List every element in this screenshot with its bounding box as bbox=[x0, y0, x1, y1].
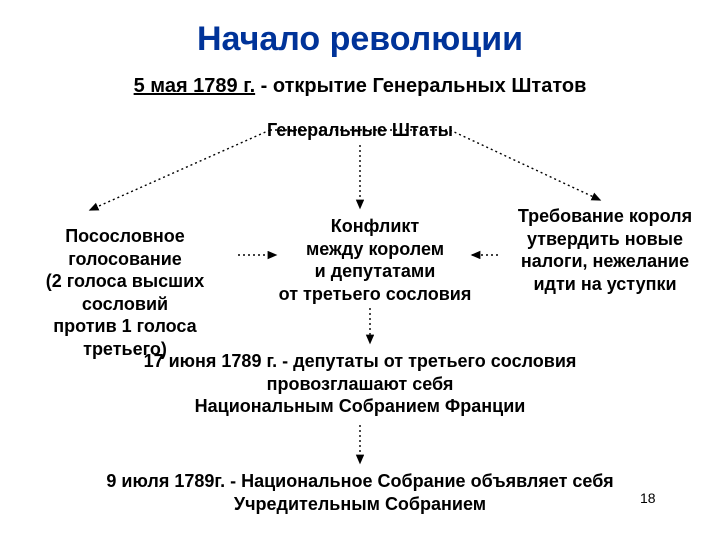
center-line4: от третьего сословия bbox=[275, 283, 475, 306]
result2-line2: Учредительным Собранием bbox=[50, 493, 670, 516]
right-node: Требование короля утвердить новые налоги… bbox=[495, 205, 715, 295]
result2-rest: - Национальное Собрание объявляет себя bbox=[230, 471, 613, 491]
right-line2: утвердить новые bbox=[495, 228, 715, 251]
result1-line2: провозглашают себя bbox=[80, 373, 640, 396]
result1-node: 17 июня 1789 г. - депутаты от третьего с… bbox=[80, 350, 640, 418]
center-line2: между королем bbox=[275, 238, 475, 261]
subtitle-rest: - открытие Генеральных Штатов bbox=[255, 75, 586, 97]
result2-node: 9 июля 1789г. - Национальное Собрание об… bbox=[50, 470, 670, 515]
slide-subtitle: 5 мая 1789 г. - открытие Генеральных Шта… bbox=[20, 75, 700, 98]
result1-line1: 17 июня 1789 г. - депутаты от третьего с… bbox=[80, 350, 640, 373]
center-line1: Конфликт bbox=[275, 215, 475, 238]
result2-line1: 9 июля 1789г. - Национальное Собрание об… bbox=[50, 470, 670, 493]
subtitle-date: 5 мая 1789 г. bbox=[134, 75, 256, 97]
root-node: Генеральные Штаты bbox=[267, 120, 453, 141]
center-node: Конфликт между королем и депутатами от т… bbox=[275, 215, 475, 305]
right-line1: Требование короля bbox=[495, 205, 715, 228]
slide-title: Начало революции bbox=[197, 20, 523, 59]
center-line3: и депутатами bbox=[275, 260, 475, 283]
left-line1: Посословное голосование bbox=[10, 225, 240, 270]
left-node: Посословное голосование (2 голоса высших… bbox=[10, 225, 240, 360]
result2-date: 9 июля 1789г. bbox=[106, 471, 225, 491]
result1-rest: - депутаты от третьего сословия bbox=[277, 351, 576, 371]
page-number: 18 bbox=[640, 490, 656, 506]
left-line2: (2 голоса высших сословий bbox=[10, 270, 240, 315]
right-line4: идти на уступки bbox=[495, 273, 715, 296]
result1-date: 17 июня 1789 г. bbox=[144, 351, 278, 371]
result1-line3: Национальным Собранием Франции bbox=[80, 395, 640, 418]
right-line3: налоги, нежелание bbox=[495, 250, 715, 273]
